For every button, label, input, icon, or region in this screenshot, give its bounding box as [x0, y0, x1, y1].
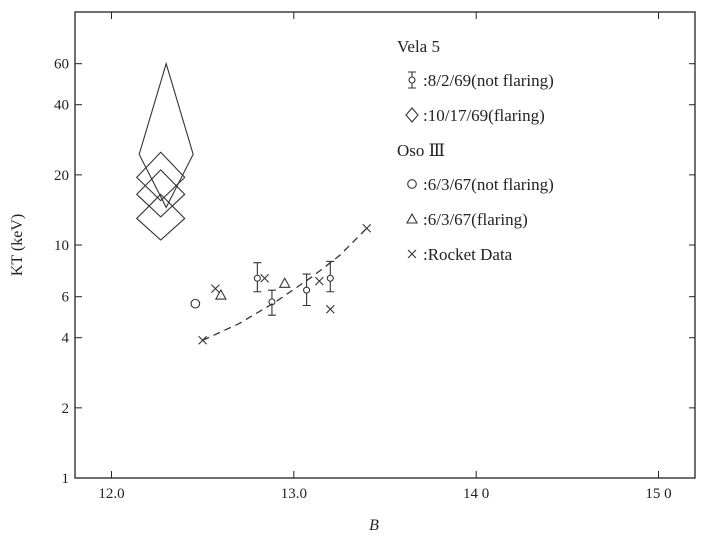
legend-symbol-triangle [406, 212, 418, 224]
data-point-diamond [135, 193, 186, 241]
data-point-triangle [278, 277, 291, 288]
y-tick-label: 6 [62, 290, 70, 306]
legend-symbol-circle [407, 179, 417, 189]
y-tick-label: 4 [62, 331, 70, 347]
x-tick-label: 15 0 [645, 486, 671, 502]
data-point-errorbar-circle-errorbar [302, 273, 311, 307]
legend-group-title: Vela 5 [397, 37, 440, 56]
legend-symbol-errorbar-circle [408, 76, 416, 84]
legend-entry-label: :Rocket Data [423, 245, 513, 264]
y-axis: 1 2 4 6 10 20 40 60 [54, 57, 695, 487]
legend: Vela 5 :8/2/69(not flaring) :10/17/69(flar… [397, 37, 554, 264]
data-point-circle [190, 298, 201, 309]
legend-entry-label: :10/17/69(flaring) [423, 106, 545, 125]
data-point-errorbar-circle-errorbar [267, 289, 276, 316]
x-tick-label: 14 0 [463, 486, 489, 502]
x-tick-label: 13.0 [281, 486, 307, 502]
x-axis: 12.0 13.0 14 0 15 0 [98, 12, 672, 502]
data-point-diamond [135, 151, 186, 202]
legend-group-title: Oso Ⅲ [397, 141, 445, 160]
data-point-errorbar-circle [253, 274, 261, 282]
data-point-cross [211, 284, 220, 293]
data-point-cross [260, 273, 270, 283]
data-point-errorbar-circle [268, 298, 276, 306]
data-point-cross [325, 304, 335, 314]
data-point-diamond [135, 169, 186, 218]
plot-frame [74, 11, 696, 479]
fit-curve [202, 227, 368, 341]
legend-symbol-errorbar-circle-errorbar [408, 71, 416, 89]
data-point-errorbar-circle-errorbar [326, 260, 335, 293]
y-tick-label: 60 [54, 57, 69, 73]
y-tick-label: 1 [62, 471, 70, 487]
data-point-cross [198, 335, 208, 345]
legend-entry-label: :6/3/67(flaring) [423, 210, 528, 229]
data-point-errorbar-circle-errorbar [253, 262, 262, 293]
y-tick-label: 40 [54, 98, 69, 114]
legend-symbol-cross [407, 249, 417, 259]
data-point-diamond [138, 61, 194, 209]
x-tick-label: 12.0 [98, 486, 124, 502]
y-tick-label: 2 [62, 401, 70, 417]
data-point-cross [362, 223, 372, 233]
legend-entry-label: :8/2/69(not flaring) [423, 71, 554, 90]
data-marks [135, 61, 372, 345]
data-point-errorbar-circle [326, 274, 334, 282]
y-tick-label: 20 [54, 168, 69, 184]
y-tick-label: 10 [54, 238, 69, 254]
data-point-cross [314, 276, 324, 286]
data-point-errorbar-circle [303, 286, 311, 294]
legend-entry-label: :6/3/67(not flaring) [423, 175, 554, 194]
data-point-triangle [214, 288, 227, 300]
x-axis-label: B [369, 517, 379, 534]
legend-symbol-diamond [405, 107, 419, 123]
y-axis-label: KT (keV) [9, 214, 26, 276]
